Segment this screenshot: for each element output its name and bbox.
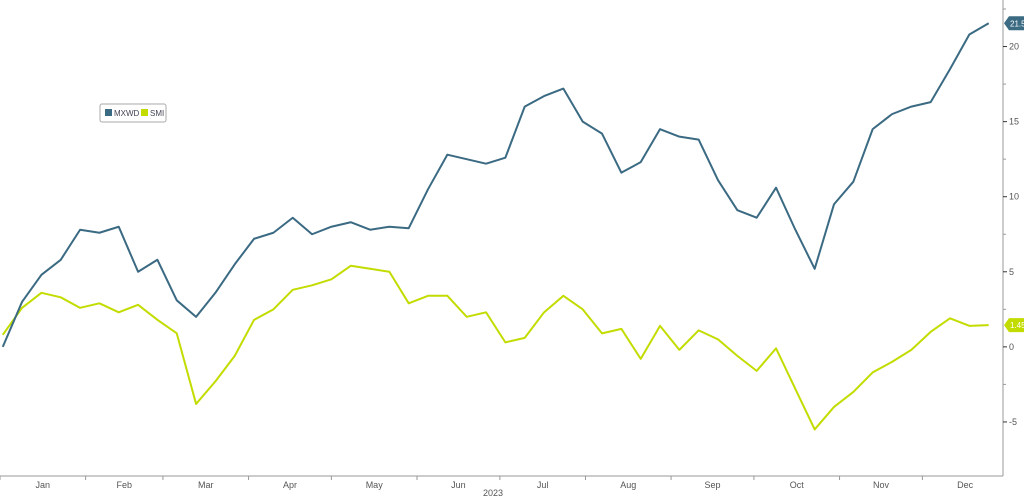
legend-swatch-smi xyxy=(141,109,148,116)
x-axis-title: 2023 xyxy=(483,488,503,498)
series-line-smi xyxy=(1,264,989,431)
x-tick-label: May xyxy=(366,480,384,490)
x-tick-label: Nov xyxy=(873,480,890,490)
x-tick-label: Jan xyxy=(36,480,51,490)
y-tick-label: 20 xyxy=(1009,42,1019,52)
x-tick-label: Oct xyxy=(790,480,805,490)
y-tick-label: 15 xyxy=(1009,117,1019,127)
x-tick-label: Aug xyxy=(620,480,636,490)
y-tick-label: 5 xyxy=(1009,267,1014,277)
last-value-tag-mxwd xyxy=(1004,16,1024,31)
x-tick-label: Jul xyxy=(537,480,549,490)
legend xyxy=(99,103,167,123)
last-value-tag-smi xyxy=(1004,318,1024,333)
last-value-label-mxwd: 21.55 xyxy=(1010,19,1024,28)
x-tick-label: Mar xyxy=(198,480,214,490)
x-tick-label: Sep xyxy=(704,480,720,490)
x-tick-label: Apr xyxy=(283,480,297,490)
legend-label-mxwd: MXWD xyxy=(114,109,140,118)
y-tick-label: 10 xyxy=(1009,192,1019,202)
last-value-label-smi: 1.45 xyxy=(1010,321,1024,330)
legend-swatch-mxwd xyxy=(105,109,112,116)
legend-label-smi: SMI xyxy=(150,109,164,118)
x-tick-label: Feb xyxy=(117,480,133,490)
x-tick-label: Dec xyxy=(957,480,974,490)
x-tick-label: Jun xyxy=(451,480,466,490)
y-tick-label: -5 xyxy=(1009,417,1017,427)
series-line-mxwd xyxy=(1,22,990,348)
y-tick-label: 0 xyxy=(1009,342,1014,352)
